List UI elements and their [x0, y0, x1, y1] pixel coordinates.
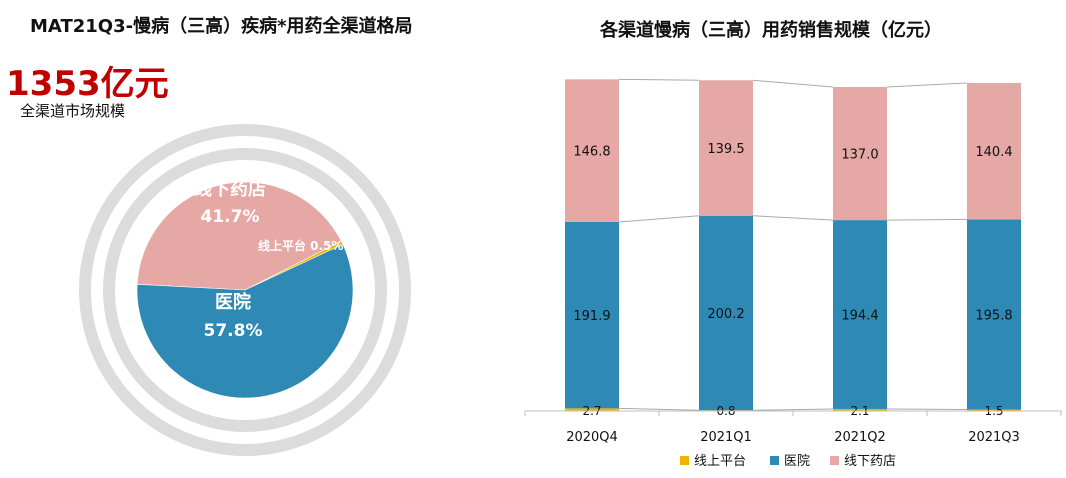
connector-line-0-1 [618, 215, 700, 223]
value-label-online-2021Q2: 2.1 [850, 404, 869, 418]
inner-ring [103, 148, 387, 432]
value-label-offline-2021Q1: 139.5 [707, 142, 744, 157]
connector-line-2-1 [886, 218, 968, 221]
connector-line-2-2 [886, 82, 968, 88]
legend-label-1: 医院 [784, 454, 810, 469]
connector-line-0-2 [618, 78, 700, 81]
bar-线上平台-2020Q4 [565, 408, 619, 411]
bar-医院-2021Q1 [699, 215, 753, 411]
legend-swatch-2 [830, 456, 839, 465]
market-size-label: 全渠道市场规模 [20, 102, 126, 120]
bar-线上平台-2021Q3 [967, 409, 1021, 411]
legend-label-2: 线下药店 [844, 454, 896, 469]
market-size-value: 1353亿元 [6, 64, 169, 104]
pie-chart: 线下药店 41.7% 线上平台 0.5% 医院 57.8% [79, 124, 411, 456]
pie-chart-title: MAT21Q3-慢病（三高）疾病*用药全渠道格局 [30, 16, 413, 37]
connector-line-1-2 [752, 79, 834, 88]
connector-line-2-0 [886, 408, 968, 411]
legend-swatch-0 [680, 456, 689, 465]
pie-label-offline-name: 线下药店 [194, 178, 266, 200]
value-label-online-2020Q4: 2.7 [582, 404, 601, 418]
bar-线下药店-2021Q3 [967, 82, 1021, 220]
connector-line-0-0 [618, 407, 700, 411]
connector-line-1-0 [752, 408, 834, 411]
pie-slice-0 [136, 181, 342, 291]
legend-swatch-1 [770, 456, 779, 465]
bar-线上平台-2021Q2 [833, 408, 887, 411]
pie-label-hospital-pct: 57.8% [204, 321, 263, 341]
bar-医院-2020Q4 [565, 221, 619, 409]
bar-线下药店-2021Q2 [833, 87, 887, 221]
value-label-offline-2021Q2: 137.0 [841, 148, 878, 163]
value-label-online-2021Q1: 0.8 [716, 404, 735, 418]
pie-label-offline-pct: 41.7% [201, 207, 260, 227]
connector-line-1-1 [752, 215, 834, 221]
x-tick-label-2021Q3: 2021Q3 [968, 430, 1020, 445]
bar-线下药店-2020Q4 [565, 79, 619, 222]
outer-ring [79, 124, 411, 456]
pie-label-hospital-name: 医院 [215, 291, 251, 313]
value-label-offline-2020Q4: 146.8 [573, 145, 610, 160]
bar-线上平台-2021Q1 [699, 410, 753, 411]
bar-医院-2021Q3 [967, 219, 1021, 410]
bar-chart-title: 各渠道慢病（三高）用药销售规模（亿元） [600, 20, 942, 41]
x-tick-label-2021Q1: 2021Q1 [700, 430, 752, 445]
x-tick-label-2021Q2: 2021Q2 [834, 430, 886, 445]
bar-医院-2021Q2 [833, 220, 887, 409]
value-label-hospital-2021Q3: 195.8 [975, 308, 1012, 323]
value-label-hospital-2021Q2: 194.4 [841, 309, 878, 324]
pie-slice-2 [136, 243, 354, 399]
x-tick-label-2020Q4: 2020Q4 [566, 430, 618, 445]
value-label-online-2021Q3: 1.5 [984, 404, 1003, 418]
value-label-hospital-2021Q1: 200.2 [707, 307, 744, 322]
value-label-offline-2021Q3: 140.4 [975, 145, 1012, 160]
pie-label-online: 线上平台 0.5% [258, 238, 343, 253]
legend-label-0: 线上平台 [694, 454, 746, 469]
value-label-hospital-2020Q4: 191.9 [573, 309, 610, 324]
bar-线下药店-2021Q1 [699, 80, 753, 216]
